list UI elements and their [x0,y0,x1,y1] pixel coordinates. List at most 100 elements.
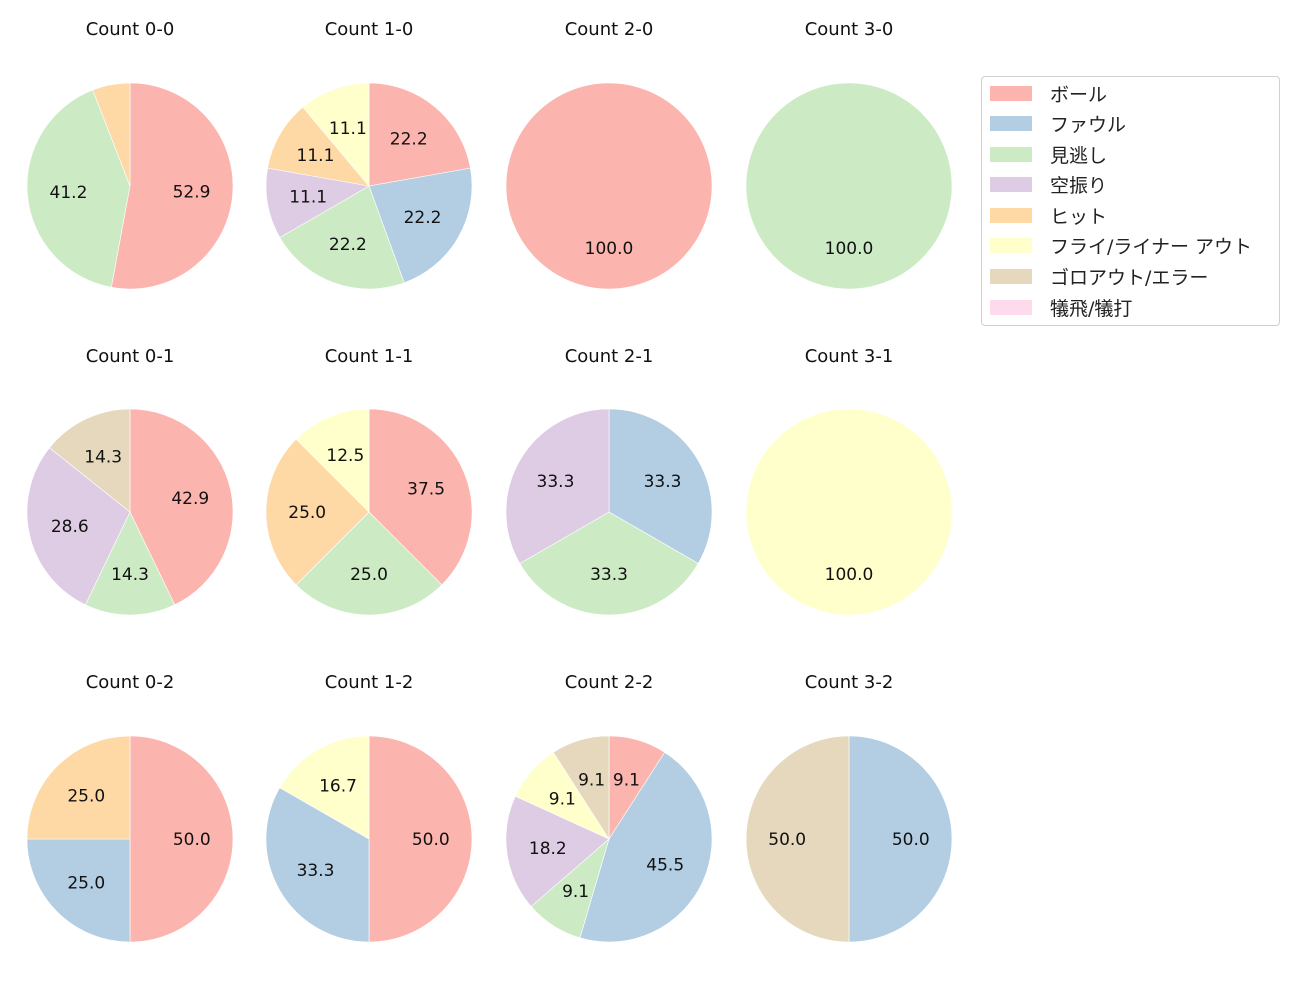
pie-slice [368,735,473,943]
pie-slice [92,82,131,187]
pie-slice [129,735,234,943]
pie-slice [745,82,953,290]
pie-slice [265,167,370,238]
legend-swatch [990,85,1032,101]
slice-value-label: 33.3 [297,861,335,881]
slice-value-label: 9.1 [613,771,640,791]
pie-slice [505,408,610,564]
pie-title: Count 3-1 [805,346,894,367]
slice-value-label: 14.3 [111,565,149,585]
pie-title: Count 2-0 [565,19,654,40]
legend-swatch [990,115,1032,131]
legend-label: ヒット [1050,205,1108,228]
pie-slice [26,735,131,840]
pie-slice [368,82,471,187]
legend-label: ファウル [1050,113,1127,136]
pie-count-1-0: Count 1-0 22.2 22.2 22.2 11.1 11.1 11.1 [265,19,473,290]
slice-value-label: 25.0 [67,874,105,894]
slice-value-label: 9.1 [562,882,589,902]
pie-slice [368,167,473,284]
legend-swatch [990,176,1032,192]
slice-value-label: 100.0 [585,239,634,259]
pie-slice [279,185,405,290]
legend-swatch [990,268,1032,284]
slice-value-label: 33.3 [537,472,575,492]
slice-value-label: 33.3 [644,472,682,492]
slice-value-label: 28.6 [51,517,89,537]
slice-value-label: 18.2 [529,839,567,859]
pie-title: Count 0-2 [86,672,175,693]
pie-slice [265,787,370,943]
slice-value-label: 25.0 [350,565,388,585]
legend: ボール ファウル 見逃し 空振り ヒット フライ/ライナー アウト ゴロアウト/… [981,76,1280,326]
slice-value-label: 22.2 [329,235,367,255]
legend-label: ボール [1050,83,1108,106]
pie-slice [26,447,131,606]
pie-count-3-0: Count 3-0 100.0 [745,19,953,290]
slice-value-label: 37.5 [407,479,445,499]
pie-slice [84,511,176,616]
pie-count-2-0: Count 2-0 100.0 [505,19,713,290]
slice-value-label: 50.0 [412,830,450,850]
slice-value-label: 14.3 [84,447,122,467]
legend-item-swinging-strike: 空振り [990,174,1107,197]
legend-item-sacrifice: 犠飛/犠打 [990,297,1132,320]
legend-item-fly-liner-out: フライ/ライナー アウト [990,235,1252,258]
pie-title: Count 3-2 [805,672,894,693]
pie-slice [129,408,234,606]
pie-slice [745,735,850,943]
pie-slice [302,82,370,187]
slice-value-label: 50.0 [768,830,806,850]
pie-slice [579,751,713,943]
legend-swatch [990,299,1032,315]
slice-value-label: 11.1 [297,146,335,166]
slice-value-label: 33.3 [590,565,628,585]
pie-slice [295,511,443,616]
slice-value-label: 22.2 [390,130,428,150]
slice-value-label: 50.0 [892,830,930,850]
pie-count-2-2: Count 2-29.145.59.118.29.19.1 [505,672,713,943]
pie-title: Count 3-0 [805,19,894,40]
pie-title: Count 0-0 [86,19,175,40]
legend-label: ゴロアウト/エラー [1050,266,1209,289]
legend-item-ball: ボール [990,83,1107,106]
pie-count-0-1: Count 0-1 42.9 14.3 28.6 14.3 [26,346,234,616]
pie-slice [110,82,234,290]
pie-slice [505,82,713,290]
legend-swatch [990,146,1032,162]
legend-label: 見逃し [1050,144,1108,167]
pie-slice [745,408,953,616]
pie-slice [552,735,610,841]
slice-value-label: 100.0 [825,565,874,585]
pie-count-1-2: Count 1-2 50.0 33.3 16.7 [265,672,473,943]
legend-item-hit: ヒット [990,205,1107,228]
legend-label: 犠飛/犠打 [1050,297,1133,320]
pie-slice [49,408,131,513]
pie-slice [26,89,131,288]
legend-label: フライ/ライナー アウト [1050,235,1253,258]
pie-slice [608,408,713,564]
slice-value-label: 11.1 [289,188,327,208]
slice-value-label: 16.7 [319,777,357,797]
slice-value-label: 9.1 [549,790,576,810]
legend-swatch [990,237,1032,253]
pie-count-2-1: Count 2-1 33.3 33.3 33.3 [505,346,713,616]
pie-title: Count 0-1 [86,346,175,367]
legend-swatch [990,207,1032,223]
legend-item-groundout-error: ゴロアウト/エラー [990,266,1208,289]
pie-slice [505,795,610,907]
pie-slice [265,438,370,586]
pie-count-0-0: Count 0-0 52.9 41.2 [26,19,234,290]
slice-value-label: 9.1 [578,771,605,791]
pie-slice [279,735,370,840]
legend-item-called-strike: 見逃し [990,144,1107,167]
slice-value-label: 52.9 [173,183,211,203]
slice-value-label: 25.0 [288,503,326,523]
pie-title: Count 2-1 [565,346,654,367]
pie-slice [26,838,131,943]
pie-title: Count 2-2 [565,672,654,693]
pie-count-0-2: Count 0-2 50.0 25.0 25.0 [26,672,234,943]
pie-title: Count 1-0 [325,19,414,40]
legend-label: 空振り [1050,174,1108,197]
